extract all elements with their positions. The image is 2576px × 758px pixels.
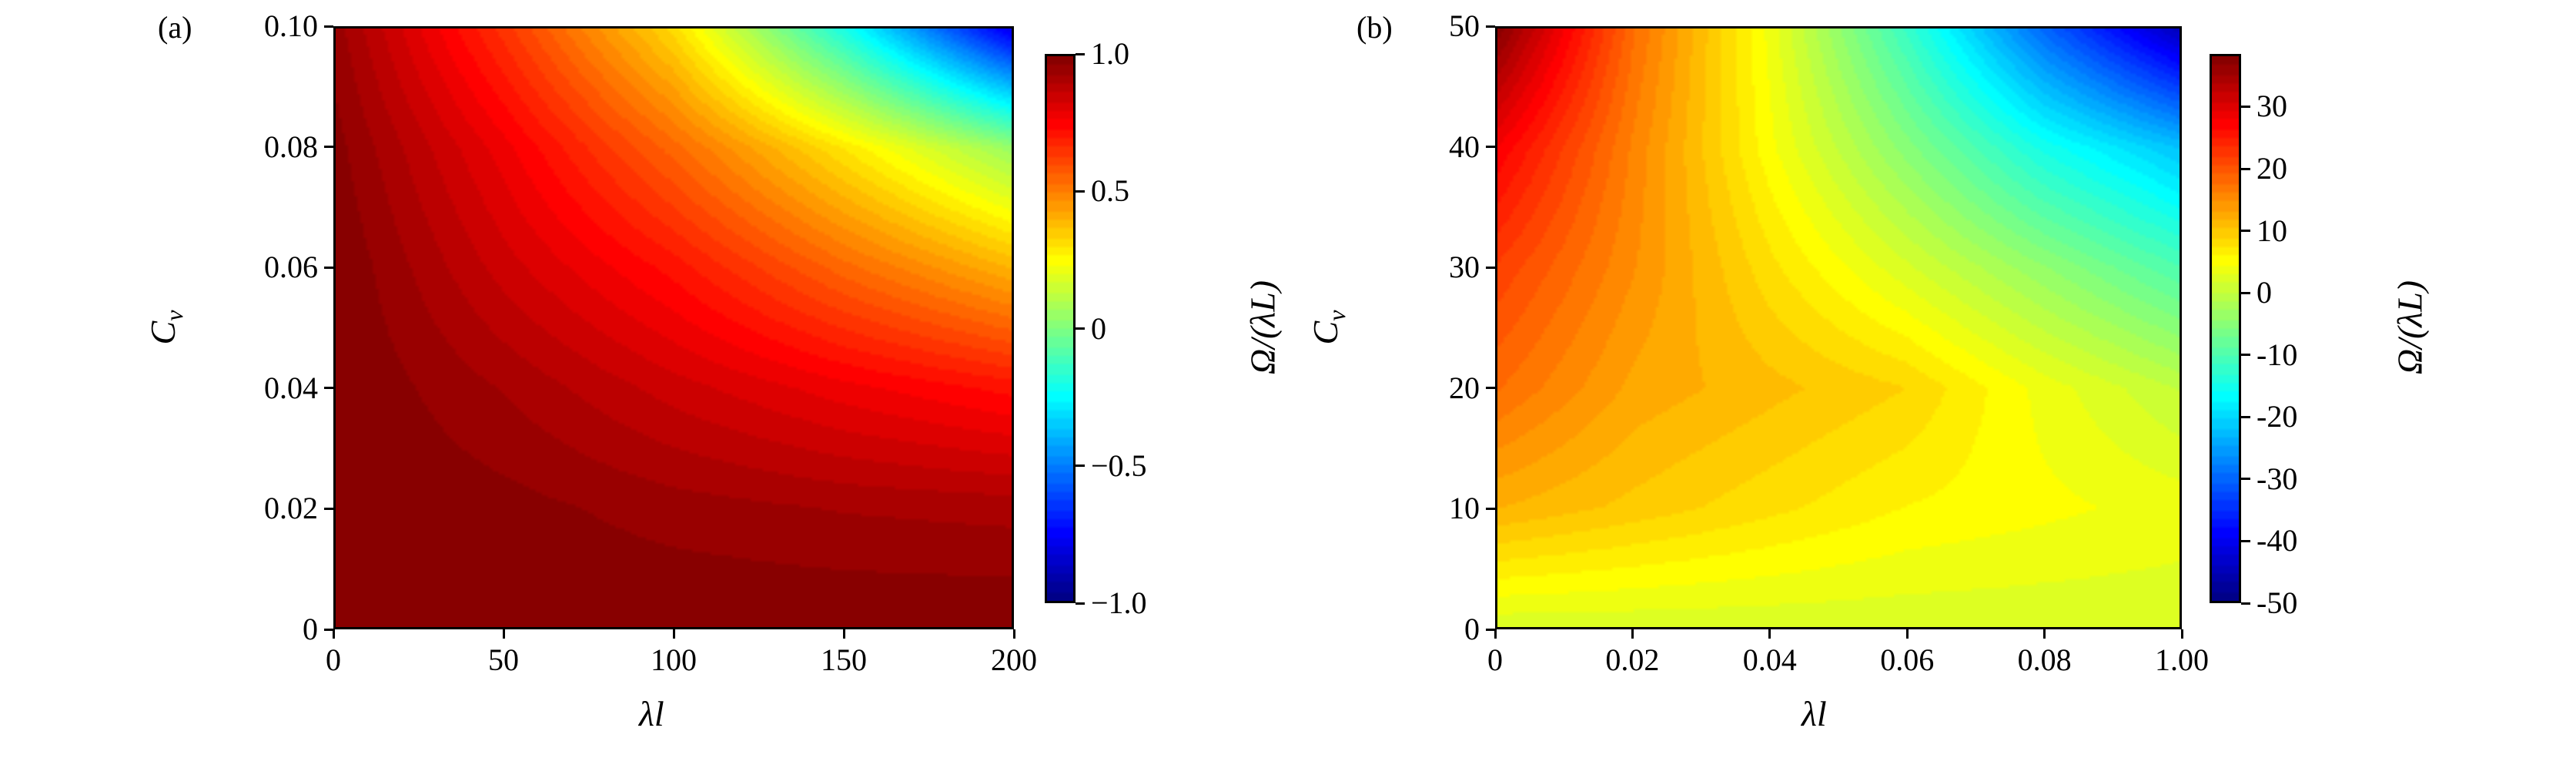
panel-label: (a) <box>158 10 192 45</box>
y-tick-mark <box>1486 387 1495 390</box>
x-tick-label: 200 <box>991 642 1037 677</box>
x-tick-mark <box>1768 629 1771 639</box>
y-tick-mark <box>324 628 333 631</box>
colorbar-tick-mark <box>1076 465 1085 468</box>
colorbar-tick-label: −0.5 <box>1091 448 1147 483</box>
colorbar-tick-mark <box>2241 354 2250 357</box>
colorbar-tick-label: 1.0 <box>1091 36 1129 71</box>
x-tick-label: 0.02 <box>1605 642 1660 677</box>
x-tick-mark <box>1905 629 1909 639</box>
colorbar-tick-label: -30 <box>2257 461 2298 496</box>
colorbar-tick-mark <box>2241 602 2250 605</box>
y-tick-label: 0 <box>303 612 318 646</box>
y-tick-mark <box>1486 146 1495 149</box>
x-tick-mark <box>842 629 845 639</box>
y-tick-label: 50 <box>1449 8 1480 43</box>
y-tick-label: 0 <box>1464 612 1480 646</box>
y-tick-label: 30 <box>1449 250 1480 285</box>
x-axis-label: λl <box>1802 694 1827 733</box>
colorbar-tick-label: 0.5 <box>1091 173 1129 209</box>
y-axis-label: Cv <box>142 310 189 345</box>
x-tick-label: 0.06 <box>1880 642 1935 677</box>
x-tick-label: 150 <box>821 642 867 677</box>
colorbar-tick-mark <box>2241 167 2250 170</box>
colorbar-0 <box>1045 54 1076 603</box>
colorbar-tick-mark <box>2241 291 2250 294</box>
colorbar-tick-mark <box>2241 478 2250 481</box>
y-axis-label: Cv <box>1305 310 1351 345</box>
y-tick-label: 0.02 <box>264 491 318 526</box>
y-tick-mark <box>1486 628 1495 631</box>
x-tick-mark <box>2180 629 2183 639</box>
colorbar-label: Ω/(λL) <box>1243 280 1283 375</box>
y-tick-label: 20 <box>1449 370 1480 405</box>
x-tick-mark <box>1012 629 1015 639</box>
y-axis-label-subscript: v <box>1323 310 1351 321</box>
y-axis-label-subscript: v <box>160 310 189 321</box>
y-tick-mark <box>324 266 333 269</box>
colorbar-tick-mark <box>2241 230 2250 233</box>
y-tick-mark <box>324 146 333 149</box>
y-axis-label-main: C <box>142 320 182 345</box>
x-tick-mark <box>1631 629 1634 639</box>
x-tick-label: 100 <box>651 642 697 677</box>
x-tick-label: 1.00 <box>2155 642 2209 677</box>
x-tick-label: 0.08 <box>2017 642 2072 677</box>
y-axis-label-main: C <box>1305 320 1345 345</box>
colorbar-tick-mark <box>1076 52 1085 55</box>
x-tick-mark <box>672 629 675 639</box>
x-tick-label: 0 <box>1487 642 1503 677</box>
colorbar-1 <box>2210 54 2241 603</box>
y-tick-mark <box>1486 25 1495 28</box>
panel-label: (b) <box>1357 10 1393 45</box>
y-tick-mark <box>324 507 333 510</box>
colorbar-tick-label: 10 <box>2257 213 2287 248</box>
colorbar-tick-mark <box>2241 539 2250 542</box>
colorbar-tick-mark <box>1076 190 1085 193</box>
x-tick-mark <box>502 629 505 639</box>
colorbar-label: Ω/(λL) <box>2390 280 2430 375</box>
y-tick-mark <box>324 25 333 28</box>
y-tick-label: 0.06 <box>264 250 318 285</box>
x-tick-label: 0 <box>326 642 341 677</box>
colorbar-tick-label: -50 <box>2257 585 2298 620</box>
x-tick-mark <box>2043 629 2046 639</box>
heatmap-plot-0 <box>333 26 1014 629</box>
colorbar-tick-label: -20 <box>2257 399 2298 434</box>
colorbar-tick-label: 30 <box>2257 89 2287 124</box>
colorbar-tick-mark <box>1076 602 1085 605</box>
heatmap-canvas <box>336 29 1012 627</box>
y-tick-mark <box>324 387 333 390</box>
colorbar-tick-mark <box>2241 105 2250 108</box>
colorbar-tick-label: 20 <box>2257 151 2287 186</box>
heatmap-canvas <box>1497 29 2180 627</box>
x-tick-mark <box>1494 629 1497 639</box>
x-tick-label: 0.04 <box>1742 642 1797 677</box>
colorbar-tick-mark <box>1076 327 1085 330</box>
heatmap-plot-1 <box>1495 26 2182 629</box>
y-tick-label: 40 <box>1449 129 1480 164</box>
y-tick-label: 10 <box>1449 491 1480 526</box>
colorbar-gradient <box>2212 56 2239 601</box>
y-tick-label: 0.10 <box>264 8 318 43</box>
x-axis-label: λl <box>639 694 664 733</box>
y-tick-label: 0.08 <box>264 129 318 164</box>
y-tick-label: 0.04 <box>264 370 318 405</box>
colorbar-tick-label: 0 <box>2257 275 2272 310</box>
x-tick-label: 50 <box>488 642 519 677</box>
colorbar-tick-label: -40 <box>2257 523 2298 558</box>
colorbar-gradient <box>1047 56 1073 601</box>
y-tick-mark <box>1486 266 1495 269</box>
colorbar-tick-label: −1.0 <box>1091 585 1147 620</box>
colorbar-tick-label: 0 <box>1091 310 1106 346</box>
colorbar-tick-label: -10 <box>2257 337 2298 372</box>
colorbar-tick-mark <box>2241 415 2250 418</box>
x-tick-mark <box>332 629 335 639</box>
y-tick-mark <box>1486 507 1495 510</box>
